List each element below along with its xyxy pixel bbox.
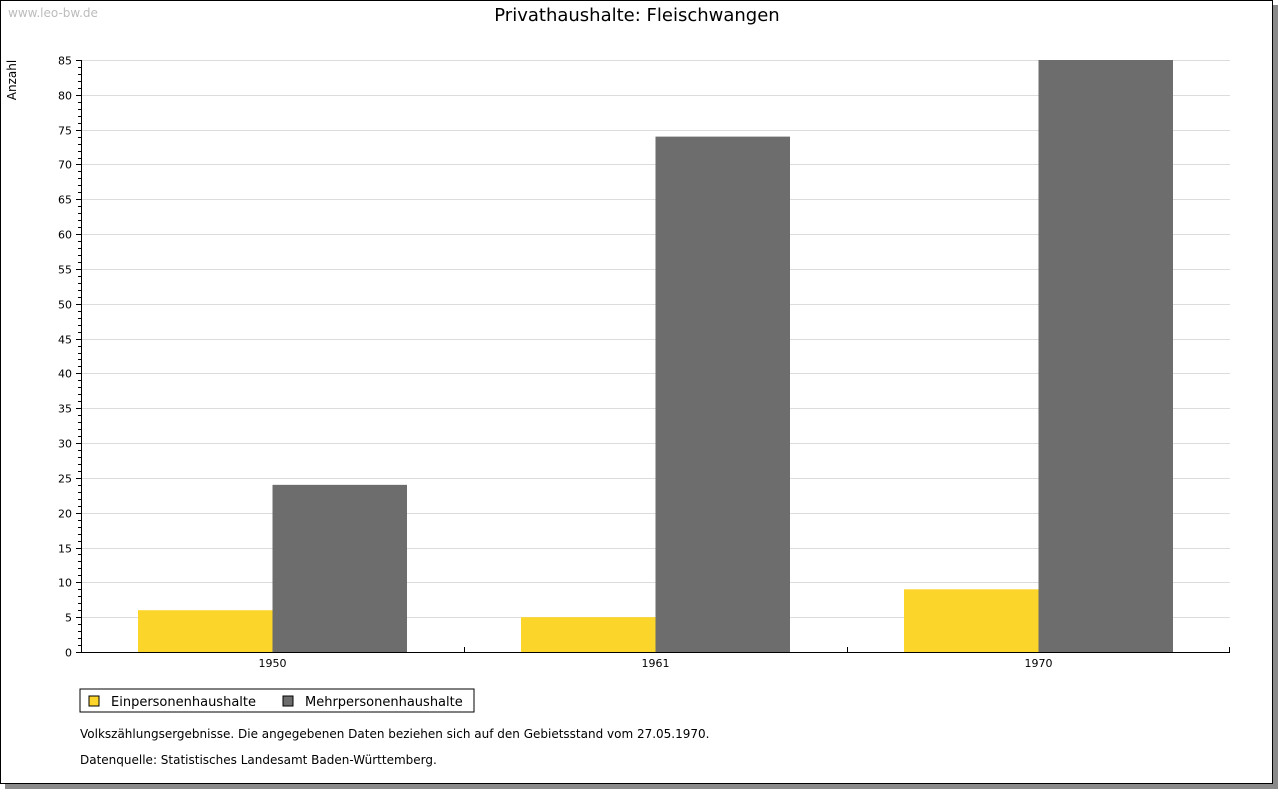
y-tick-label: 30 (58, 438, 72, 451)
y-axis-label: Anzahl (5, 60, 19, 100)
x-tick-label: 1950 (259, 657, 287, 670)
bar-mehrpersonenhaushalte-1970 (1038, 60, 1173, 652)
legend-label-mehrpersonen: Mehrpersonenhaushalte (305, 695, 463, 710)
y-tick-label: 75 (58, 125, 72, 138)
legend-swatch-einpersonen (88, 695, 100, 707)
y-tick-label: 60 (58, 229, 72, 242)
legend: Einpersonenhaushalte Mehrpersonenhaushal… (79, 688, 475, 713)
y-tick-label: 20 (58, 508, 72, 521)
legend-swatch-mehrpersonen (282, 695, 294, 707)
y-tick-label: 5 (65, 612, 72, 625)
legend-box (79, 688, 475, 713)
legend-label-einpersonen: Einpersonenhaushalte (111, 695, 256, 710)
bar-einpersonenhaushalte-1970 (904, 589, 1039, 652)
y-tick-label: 35 (58, 403, 72, 416)
y-tick-label: 80 (58, 90, 72, 103)
x-tick-label: 1961 (642, 657, 670, 670)
y-tick-label: 25 (58, 473, 72, 486)
note-census: Volkszählungsergebnisse. Die angegebenen… (80, 727, 709, 741)
y-tick-label: 55 (58, 264, 72, 277)
y-tick-label: 10 (58, 577, 72, 590)
y-tick-label: 50 (58, 299, 72, 312)
note-source: Datenquelle: Statistisches Landesamt Bad… (80, 753, 437, 767)
y-tick-label: 0 (65, 647, 72, 660)
watermark: www.leo-bw.de (8, 6, 98, 20)
bar-einpersonenhaushalte-1961 (521, 617, 656, 652)
bar-mehrpersonenhaushalte-1961 (655, 136, 790, 653)
bar-mehrpersonenhaushalte-1950 (272, 484, 407, 652)
x-tick-label: 1970 (1025, 657, 1053, 670)
y-tick-label: 15 (58, 543, 72, 556)
y-tick-label: 45 (58, 334, 72, 347)
y-tick-label: 70 (58, 159, 72, 172)
chart-title: Privathaushalte: Fleischwangen (494, 5, 779, 26)
y-tick-label: 40 (58, 368, 72, 381)
bar-einpersonenhaushalte-1950 (138, 610, 273, 652)
y-tick-label: 65 (58, 194, 72, 207)
y-tick-label: 85 (58, 55, 72, 68)
